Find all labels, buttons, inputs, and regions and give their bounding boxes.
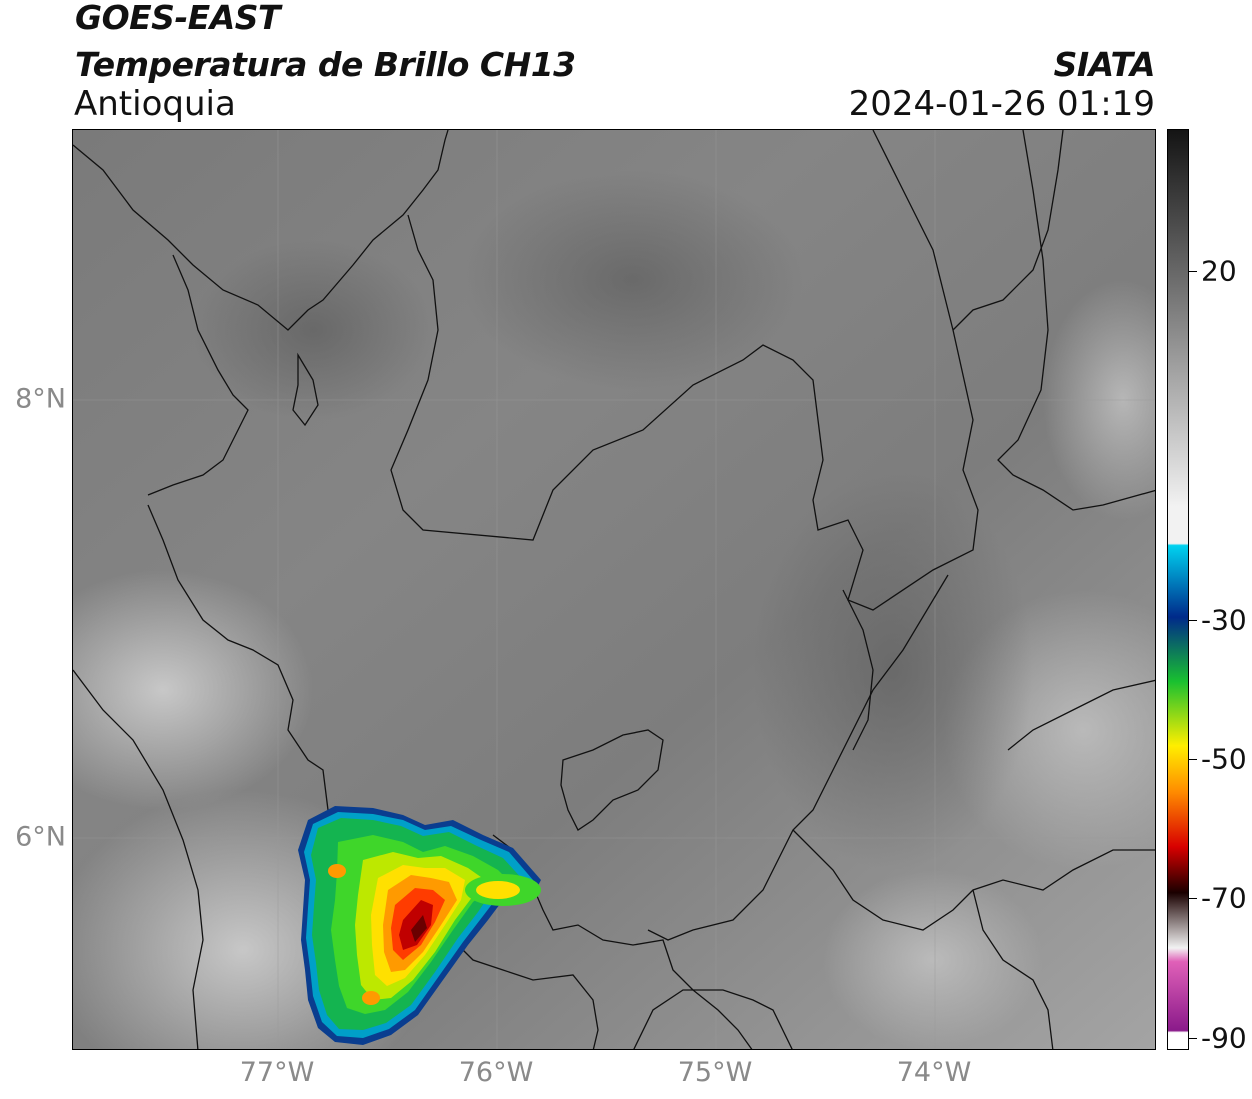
dark-area-north (463, 170, 803, 390)
product-subtitle: Temperatura de Brillo CH13 (75, 45, 576, 84)
lon-label-77w: 77°W (239, 1057, 315, 1088)
temperature-colorbar (1167, 129, 1189, 1050)
coastline-caribbean (73, 130, 449, 331)
dark-area-center (753, 470, 1033, 870)
gulf-inner (292, 352, 319, 427)
storm-core (411, 915, 427, 942)
lon-label-75w: 75°W (677, 1057, 753, 1088)
satellite-map[interactable] (72, 129, 1156, 1050)
storm-east-lobe-inner (476, 881, 520, 899)
colorbar-tick-minus30 (1189, 620, 1197, 621)
colorbar-label-20: 20 (1201, 254, 1237, 288)
colorbar-label-minus30: -30 (1201, 603, 1247, 637)
dept-se-1 (842, 589, 874, 751)
storm-small-cell (328, 864, 346, 878)
product-title: GOES-EAST (75, 0, 281, 37)
timestamp-label: 2024-01-26 01:19 (848, 84, 1155, 124)
warm-cloud-free-area-w (73, 570, 313, 810)
brand-label: SIATA (1053, 45, 1156, 84)
lat-label-8n: 8°N (15, 383, 66, 415)
colorbar-label-minus50: -50 (1201, 742, 1247, 776)
enclave (560, 729, 664, 831)
dark-area-nw (193, 240, 433, 420)
colorbar-tick-minus90 (1189, 1038, 1197, 1039)
gulf-uraba (147, 254, 249, 496)
river-west (73, 669, 204, 1049)
antioquia-north (390, 130, 979, 611)
colorbar-label-minus90: -90 (1201, 1021, 1247, 1055)
dept-east-2 (972, 889, 1054, 1049)
lon-label-74w: 74°W (896, 1057, 972, 1088)
colorbar-label-minus70: -70 (1201, 881, 1247, 915)
lat-label-6n: 6°N (15, 821, 66, 853)
storm-small-cell-2 (362, 991, 380, 1005)
dept-south-1 (633, 989, 793, 1049)
east-line (1007, 679, 1155, 751)
bright-area-se (823, 870, 1043, 1049)
colorbar-tick-20 (1189, 271, 1197, 272)
dept-east-1 (792, 829, 1155, 931)
region-label: Antioquia (74, 84, 236, 124)
lon-label-76w: 76°W (458, 1057, 534, 1088)
colorbar-tick-minus50 (1189, 759, 1197, 760)
dept-ne-2 (952, 130, 1064, 331)
convective-storm (298, 806, 541, 1045)
colorbar-tick-minus70 (1189, 898, 1197, 899)
graticule (73, 130, 1155, 1049)
